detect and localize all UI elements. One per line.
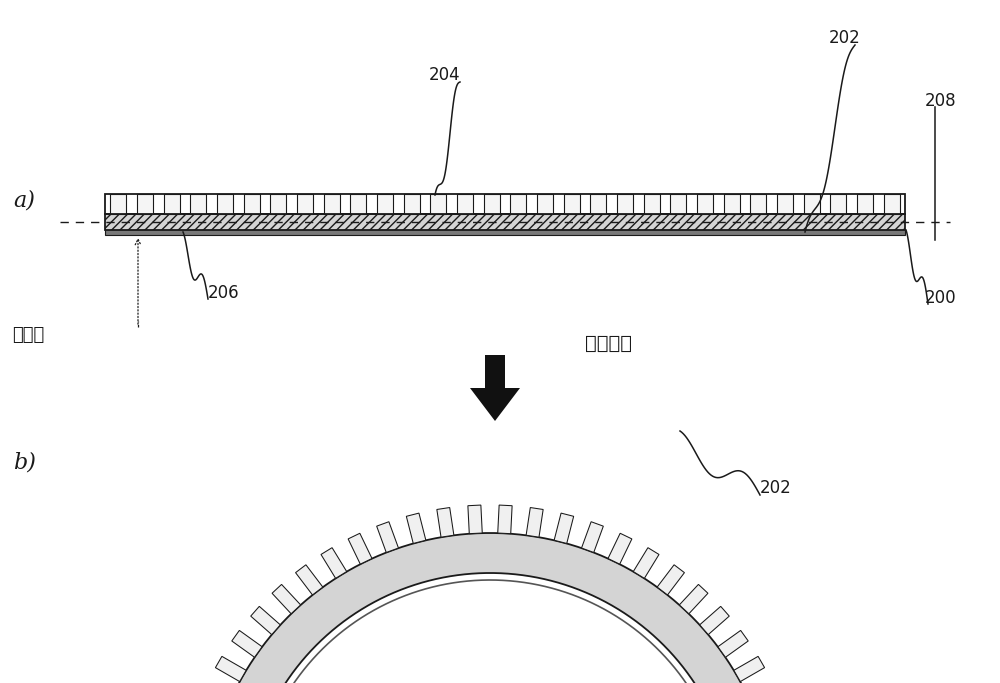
Text: 通道膨胀: 通道膨胀 (585, 333, 632, 352)
Bar (105, 214, 905, 229)
Bar (324, 195, 340, 214)
Polygon shape (296, 565, 323, 595)
Bar (830, 195, 846, 214)
Bar (644, 195, 660, 214)
Bar (457, 195, 473, 214)
Text: 200: 200 (925, 289, 957, 307)
Bar (404, 195, 420, 214)
Bar (670, 195, 686, 214)
Bar (510, 195, 526, 214)
Text: 202: 202 (829, 29, 861, 47)
Text: a): a) (13, 190, 35, 212)
Bar (244, 195, 260, 214)
Polygon shape (206, 533, 774, 683)
Polygon shape (437, 507, 454, 537)
Polygon shape (718, 630, 748, 657)
Polygon shape (700, 607, 729, 635)
Text: 208: 208 (925, 92, 957, 110)
Polygon shape (608, 533, 632, 564)
Bar (377, 195, 393, 214)
Text: 202: 202 (760, 479, 792, 497)
Text: 206: 206 (208, 284, 240, 302)
Bar (777, 195, 793, 214)
Text: 抑制层: 抑制层 (12, 326, 44, 344)
Polygon shape (734, 656, 765, 682)
Bar (105, 229, 905, 235)
Bar (164, 195, 180, 214)
Polygon shape (498, 505, 512, 533)
Polygon shape (406, 513, 426, 544)
Polygon shape (526, 507, 543, 537)
Bar (564, 195, 580, 214)
Bar (350, 195, 366, 214)
Bar (105, 195, 905, 214)
Bar (190, 195, 206, 214)
Polygon shape (251, 607, 280, 635)
Polygon shape (348, 533, 372, 564)
Text: b): b) (13, 452, 36, 474)
Polygon shape (272, 585, 301, 614)
Bar (217, 195, 233, 214)
Bar (485, 355, 505, 388)
Bar (270, 195, 286, 214)
Bar (110, 195, 126, 214)
Polygon shape (554, 513, 574, 544)
Bar (484, 195, 500, 214)
Bar (297, 195, 313, 214)
Polygon shape (468, 505, 482, 533)
Polygon shape (232, 630, 262, 657)
Bar (137, 195, 153, 214)
Bar (617, 195, 633, 214)
Bar (537, 195, 553, 214)
Polygon shape (470, 388, 520, 421)
Bar (857, 195, 873, 214)
Bar (590, 195, 606, 214)
Bar (884, 195, 900, 214)
Polygon shape (679, 585, 708, 614)
Polygon shape (215, 656, 246, 682)
Polygon shape (377, 522, 398, 553)
Bar (804, 195, 820, 214)
Bar (750, 195, 766, 214)
Text: 204: 204 (429, 66, 461, 84)
Polygon shape (657, 565, 684, 595)
Polygon shape (633, 548, 659, 579)
Bar (697, 195, 713, 214)
Polygon shape (582, 522, 603, 553)
Polygon shape (321, 548, 347, 579)
Bar (724, 195, 740, 214)
Bar (430, 195, 446, 214)
